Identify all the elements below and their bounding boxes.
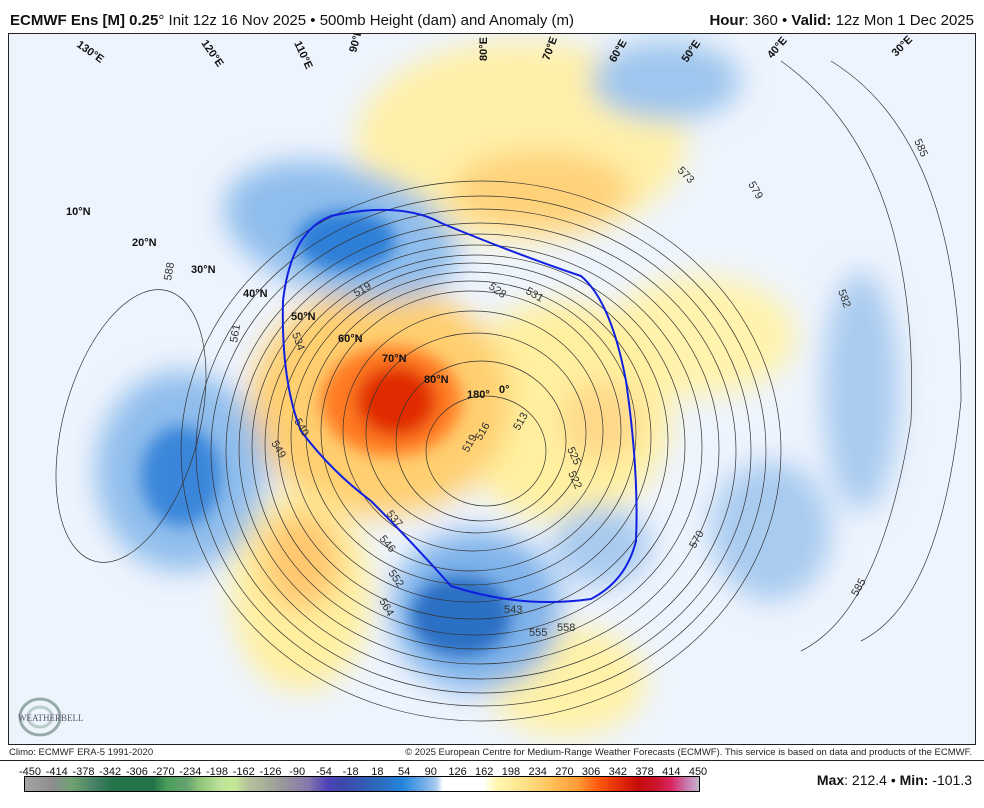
lat-label: 40°N — [243, 288, 268, 300]
divider — [0, 760, 984, 761]
colorbar-tick-label: -342 — [99, 766, 122, 778]
hour-value: : 360 • — [744, 12, 792, 29]
contour-label: 582 — [835, 288, 853, 309]
colorbar-tick-label: -54 — [315, 766, 332, 778]
weatherbell-logo: WEATHERBELL — [12, 695, 102, 746]
contour-label: 579 — [745, 180, 765, 202]
lon-label: 120°E — [199, 38, 226, 70]
model-name: ECMWF Ens [M] 0.25 — [10, 12, 159, 29]
contour-label: 543 — [504, 604, 522, 616]
lat-label: 80°N — [424, 374, 449, 386]
max-min-readout: Max: 212.4 • Min: -101.3 — [817, 772, 972, 788]
colorbar-tick-label: 90 — [424, 766, 437, 778]
anomaly-colorbar — [24, 776, 700, 792]
colorbar-tick-label: -414 — [45, 766, 68, 778]
map-canvas: 10°N 20°N 30°N 40°N 50°N 60°N 70°N 80°N … — [55, 34, 962, 736]
degree-symbol: ° — [158, 12, 165, 29]
colorbar-tick-label: 18 — [371, 766, 384, 778]
valid-time: Hour: 360 • Valid: 12z Mon 1 Dec 2025 — [709, 12, 974, 29]
colorbar-tick-label: -378 — [72, 766, 95, 778]
valid-value: 12z Mon 1 Dec 2025 — [831, 12, 974, 29]
lon-label: 110°E — [291, 39, 314, 71]
colorbar-tick-label: -18 — [342, 766, 359, 778]
polar-stereographic-map: 10°N 20°N 30°N 40°N 50°N 60°N 70°N 80°N … — [8, 33, 976, 745]
min-value: -101.3 — [928, 772, 972, 788]
lat-label: 50°N — [291, 311, 316, 323]
colorbar-tick-label: 270 — [555, 766, 574, 778]
colorbar-tick-label: -90 — [289, 766, 306, 778]
colorbar-tick-label: -270 — [152, 766, 175, 778]
min-label: Min: — [899, 772, 929, 788]
540-dam-contour — [281, 208, 638, 603]
map-title: ECMWF Ens [M] 0.25° Init 12z 16 Nov 2025… — [10, 12, 574, 29]
contour-label: 528 — [486, 281, 508, 301]
contour-label: 585 — [911, 137, 930, 159]
colorbar-tick-label: 342 — [608, 766, 628, 778]
contour-label: 534 — [289, 331, 307, 352]
anomaly-shading — [96, 41, 899, 736]
lon-label: 90°E — [347, 34, 365, 54]
lon-label: 40°E — [765, 35, 790, 61]
colorbar-tick-label: -126 — [259, 766, 282, 778]
colorbar-tick-label: 126 — [448, 766, 467, 778]
colorbar-ticks: -450 -414 -378 -342 -306 -270 -234 -198 -162 -126… — [14, 766, 714, 780]
colorbar-tick-label: 378 — [635, 766, 654, 778]
lon-label: 180° — [467, 389, 490, 401]
height-contours — [55, 60, 962, 722]
colorbar-tick-label: 234 — [528, 766, 547, 778]
colorbar-tick-label: 54 — [397, 766, 411, 778]
lon-label: 80°E — [478, 37, 490, 61]
copyright-note: © 2025 European Centre for Medium-Range … — [405, 747, 972, 758]
svg-text:WEATHERBELL: WEATHERBELL — [18, 713, 84, 723]
contour-label: 585 — [849, 577, 869, 599]
colorbar-tick-label: -306 — [125, 766, 148, 778]
lat-label: 30°N — [191, 264, 216, 276]
colorbar-tick-label: 306 — [581, 766, 601, 778]
max-value: : 212.4 • — [844, 772, 900, 788]
colorbar-tick-label: -162 — [232, 766, 255, 778]
valid-label: Valid: — [791, 12, 832, 29]
lat-label: 10°N — [66, 206, 91, 218]
colorbar-tick-label: 450 — [688, 766, 708, 778]
colorbar-tick-label: -198 — [206, 766, 229, 778]
contour-label: 588 — [162, 261, 177, 281]
logo-swirl-icon: WEATHERBELL — [18, 697, 84, 737]
lat-label: 70°N — [382, 353, 407, 365]
lon-label: 130°E — [74, 39, 106, 66]
contour-label: 561 — [228, 323, 243, 343]
hour-label: Hour — [709, 12, 745, 29]
colorbar-tick-label: 414 — [662, 766, 681, 778]
contour-label: 531 — [524, 285, 546, 305]
contour-label: 555 — [529, 627, 547, 639]
latitude-labels: 10°N 20°N 30°N 40°N 50°N 60°N 70°N 80°N — [66, 206, 449, 386]
init-description: Init 12z 16 Nov 2025 • 500mb Height (dam… — [164, 12, 574, 29]
colorbar-tick-label: 198 — [501, 766, 521, 778]
colorbar-tick-label: -450 — [18, 766, 42, 778]
contour-label: 570 — [687, 529, 707, 551]
colorbar-tick-label: 162 — [475, 766, 494, 778]
lat-label: 60°N — [338, 333, 363, 345]
lat-label: 20°N — [132, 237, 157, 249]
lon-label: 0° — [499, 384, 510, 396]
max-label: Max — [816, 772, 845, 788]
colorbar-tick-label: -234 — [179, 766, 202, 778]
contour-label: 558 — [557, 622, 575, 634]
climo-note: Climo: ECMWF ERA-5 1991-2020 — [9, 747, 154, 758]
lon-label: 30°E — [890, 34, 915, 59]
